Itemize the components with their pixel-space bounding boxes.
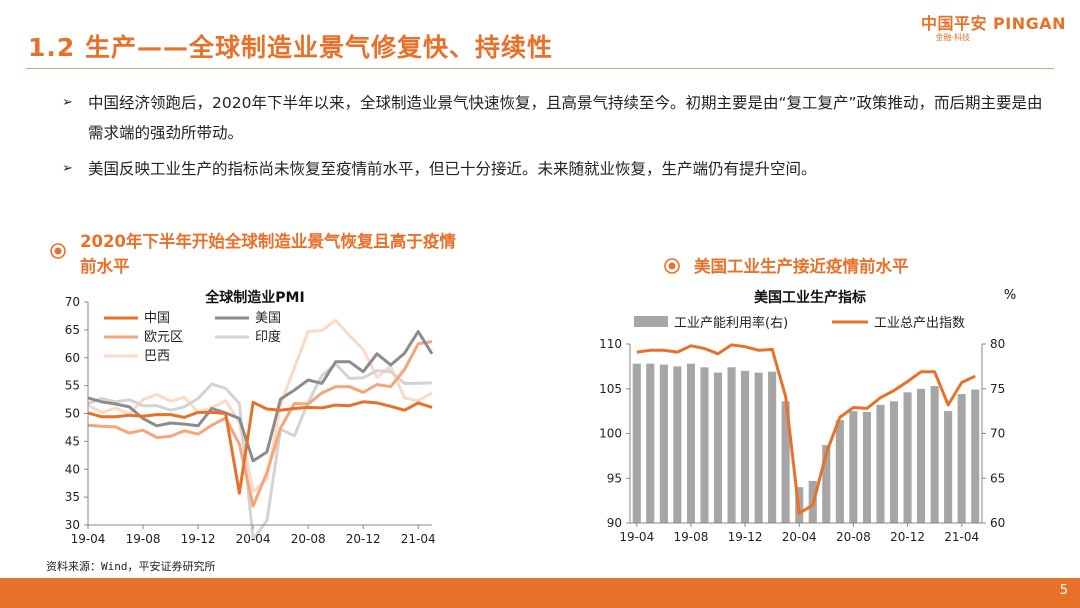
chart-title: 全球制造业PMI xyxy=(204,289,304,306)
series-line xyxy=(636,343,976,515)
company-logo: 中国平安 PINGAN 金融·科技 xyxy=(896,10,1066,46)
chart-title: 美国工业生产指标 xyxy=(754,289,866,306)
legend-label: 美国 xyxy=(255,311,281,326)
industrial-production-chart: 美国工业生产指标 % 工业产能利用率(右) 工业总产出指数 90 95 100 105 1… xyxy=(599,288,1016,544)
unit-label: % xyxy=(1004,288,1016,303)
series-line-3 xyxy=(87,362,433,541)
y-tick-label: 35 xyxy=(65,490,80,504)
y-tick-label: 50 xyxy=(65,407,80,421)
bar xyxy=(781,401,790,523)
bar xyxy=(754,372,763,523)
left-panel-title: 2020年下半年开始全球制造业景气恢复且高于疫情前水平 xyxy=(80,232,456,276)
x-tick-label: 19-12 xyxy=(181,532,216,546)
bullet-text: 美国反映工业生产的指标尚未恢复至疫情前水平，但已十分接近。未来随就业恢复，生产端… xyxy=(88,160,817,178)
x-tick-label: 19-04 xyxy=(71,532,106,546)
x-tick-label: 20-04 xyxy=(236,532,271,546)
legend-label: 印度 xyxy=(255,329,281,345)
x-tick-label: 20-12 xyxy=(346,532,381,546)
y-tick-label: 30 xyxy=(65,518,80,532)
left-y-tick-label: 90 xyxy=(607,516,622,530)
bar xyxy=(971,389,980,523)
left-y-tick-label: 110 xyxy=(599,337,622,351)
target-icon xyxy=(50,243,66,259)
left-y-tick-label: 95 xyxy=(607,471,622,485)
bar xyxy=(727,367,736,523)
source-note: 资料来源：Wind，平安证券研究所 xyxy=(46,560,216,573)
bar xyxy=(768,371,777,523)
bar xyxy=(741,370,750,523)
y-tick-label: 55 xyxy=(65,379,80,393)
bullet-list: ➢ 中国经济领跑后，2020年下半年以来，全球制造业景气快速恢复，且高景气持续至… xyxy=(62,88,1052,190)
bar xyxy=(917,388,926,524)
series-line-0 xyxy=(87,400,433,495)
footer-bar xyxy=(0,578,1080,608)
bullet-item: ➢ 中国经济领跑后，2020年下半年以来，全球制造业景气快速恢复，且高景气持续至… xyxy=(62,88,1052,148)
title-divider xyxy=(26,68,1054,69)
series-line-2 xyxy=(87,340,433,508)
x-tick-label: 20-08 xyxy=(291,532,326,546)
legend-label: 中国 xyxy=(144,311,170,326)
bar xyxy=(903,392,912,523)
left-y-tick-label: 105 xyxy=(599,382,622,396)
y-tick-label: 70 xyxy=(65,295,80,309)
right-y-tick-label: 80 xyxy=(990,337,1005,351)
bar xyxy=(876,404,885,523)
y-tick-label: 65 xyxy=(65,323,80,337)
legend-label: 工业总产出指数 xyxy=(874,316,965,331)
y-tick-label: 60 xyxy=(65,351,80,365)
bar xyxy=(889,401,898,523)
target-icon xyxy=(664,258,680,274)
bar xyxy=(822,445,831,523)
bar xyxy=(713,372,722,523)
legend-label: 工业产能利用率(右) xyxy=(674,315,788,331)
right-y-tick-label: 60 xyxy=(990,516,1005,530)
bar xyxy=(659,364,668,523)
x-tick-label: 19-12 xyxy=(728,530,763,544)
x-tick-label: 19-04 xyxy=(619,530,654,544)
page-number: 5 xyxy=(1059,583,1068,598)
bullet-item: ➢ 美国反映工业生产的指标尚未恢复至疫情前水平，但已十分接近。未来随就业恢复，生… xyxy=(62,154,1052,184)
bar xyxy=(700,367,709,523)
bar xyxy=(646,363,655,523)
page-title: 1.2 生产——全球制造业景气修复快、持续性 xyxy=(28,33,553,62)
x-tick-label: 20-04 xyxy=(782,530,817,544)
bar xyxy=(686,363,695,523)
x-tick-label: 21-04 xyxy=(401,532,436,546)
y-tick-label: 40 xyxy=(65,462,80,476)
bar xyxy=(835,420,844,523)
bar xyxy=(944,411,953,523)
right-y-tick-label: 70 xyxy=(990,427,1005,441)
y-tick-label: 45 xyxy=(65,434,80,448)
bar xyxy=(673,366,682,523)
x-tick-label: 19-08 xyxy=(673,530,708,544)
x-tick-label: 19-08 xyxy=(126,532,161,546)
bar xyxy=(957,394,966,523)
right-panel-title: 美国工业生产接近疫情前水平 xyxy=(694,257,909,276)
bar xyxy=(862,412,871,523)
right-y-tick-label: 65 xyxy=(990,471,1005,485)
bar xyxy=(930,386,939,523)
legend-swatch xyxy=(634,316,668,327)
arrow-bullet-icon: ➢ xyxy=(62,95,73,110)
logo-subtext: 金融·科技 xyxy=(935,33,970,42)
x-tick-label: 20-08 xyxy=(836,530,871,544)
x-tick-label: 21-04 xyxy=(944,530,979,544)
right-y-tick-label: 75 xyxy=(990,382,1005,396)
series-line-1 xyxy=(87,330,434,463)
x-tick-label: 20-12 xyxy=(890,530,925,544)
left-y-tick-label: 100 xyxy=(599,427,622,441)
legend-label: 巴西 xyxy=(144,349,170,364)
bullet-text: 中国经济领跑后，2020年下半年以来，全球制造业景气快速恢复，且高景气持续至今。… xyxy=(88,94,1043,142)
logo-text: 中国平安 PINGAN xyxy=(920,14,1066,33)
arrow-bullet-icon: ➢ xyxy=(62,161,73,176)
legend-label: 欧元区 xyxy=(144,330,183,345)
bar xyxy=(632,363,641,523)
bar xyxy=(849,411,858,523)
